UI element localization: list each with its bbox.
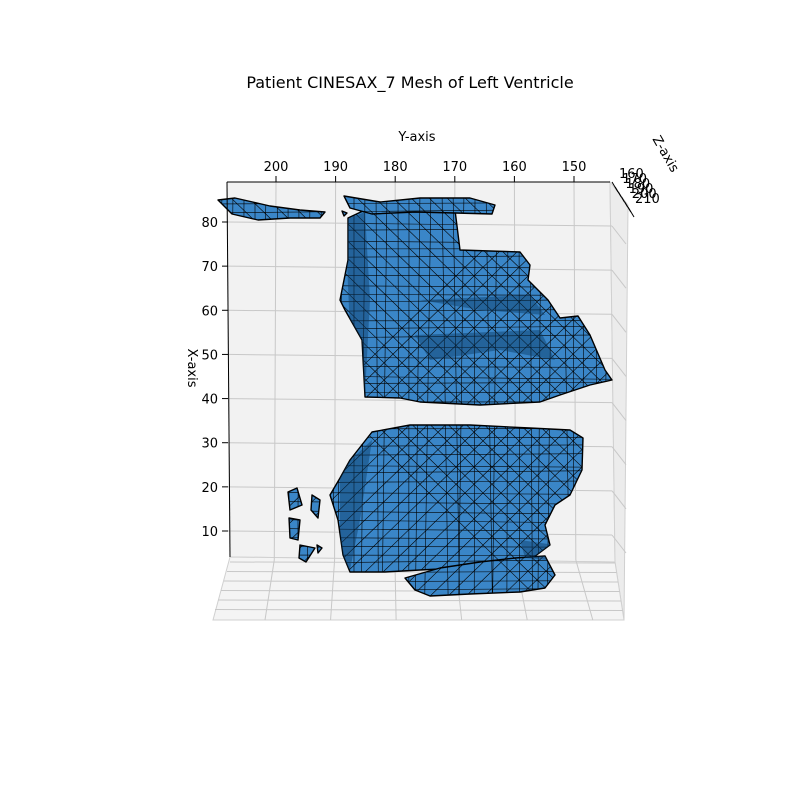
y-tick-label: 160	[502, 160, 527, 175]
x-tick-label: 30	[201, 437, 218, 452]
x-axis-ticks: 80 70 60 50 40 30 20 10	[201, 216, 228, 540]
x-tick-label: 40	[201, 393, 218, 408]
z-tick-label: 200	[632, 187, 657, 202]
x-tick-label: 20	[201, 481, 218, 496]
x-tick-label: 80	[201, 216, 218, 231]
y-axis-label: Y-axis	[397, 130, 435, 145]
x-tick-label: 50	[201, 348, 218, 363]
x-tick-label: 60	[201, 304, 218, 319]
top-slice-fragments	[217, 197, 326, 221]
x-axis-label: X-axis	[184, 349, 199, 388]
x-tick-label: 10	[201, 525, 218, 540]
z-tick-mark	[627, 206, 635, 218]
z-axis-label: Z-axis	[649, 133, 682, 175]
z-tick-label: 190	[629, 182, 654, 197]
bottom-slice-fragments	[404, 555, 556, 597]
y-axis-ticks: 200 190 180 170 160 150	[264, 160, 587, 182]
axis-lines	[226, 181, 610, 558]
small-outlier-fragments	[298, 544, 316, 563]
chart-title: Patient CINESAX_7 Mesh of Left Ventricle	[246, 73, 573, 93]
y-tick-label: 200	[264, 160, 289, 175]
x-tick-label: 70	[201, 260, 218, 275]
y-tick-label: 170	[442, 160, 467, 175]
small-outlier-fragments	[341, 210, 348, 217]
upper-ventricle-volume	[339, 205, 613, 406]
small-outlier-fragments	[287, 487, 303, 511]
mesh-shading	[340, 212, 555, 570]
z-tick-label: 170	[622, 172, 647, 187]
z-tick-label: 160	[619, 167, 644, 182]
y-tick-label: 180	[383, 160, 408, 175]
y-tick-label: 190	[323, 160, 348, 175]
y-tick-label: 150	[562, 160, 587, 175]
z-tick-label: 180	[625, 177, 650, 192]
z-tick-label: 210	[635, 192, 660, 207]
